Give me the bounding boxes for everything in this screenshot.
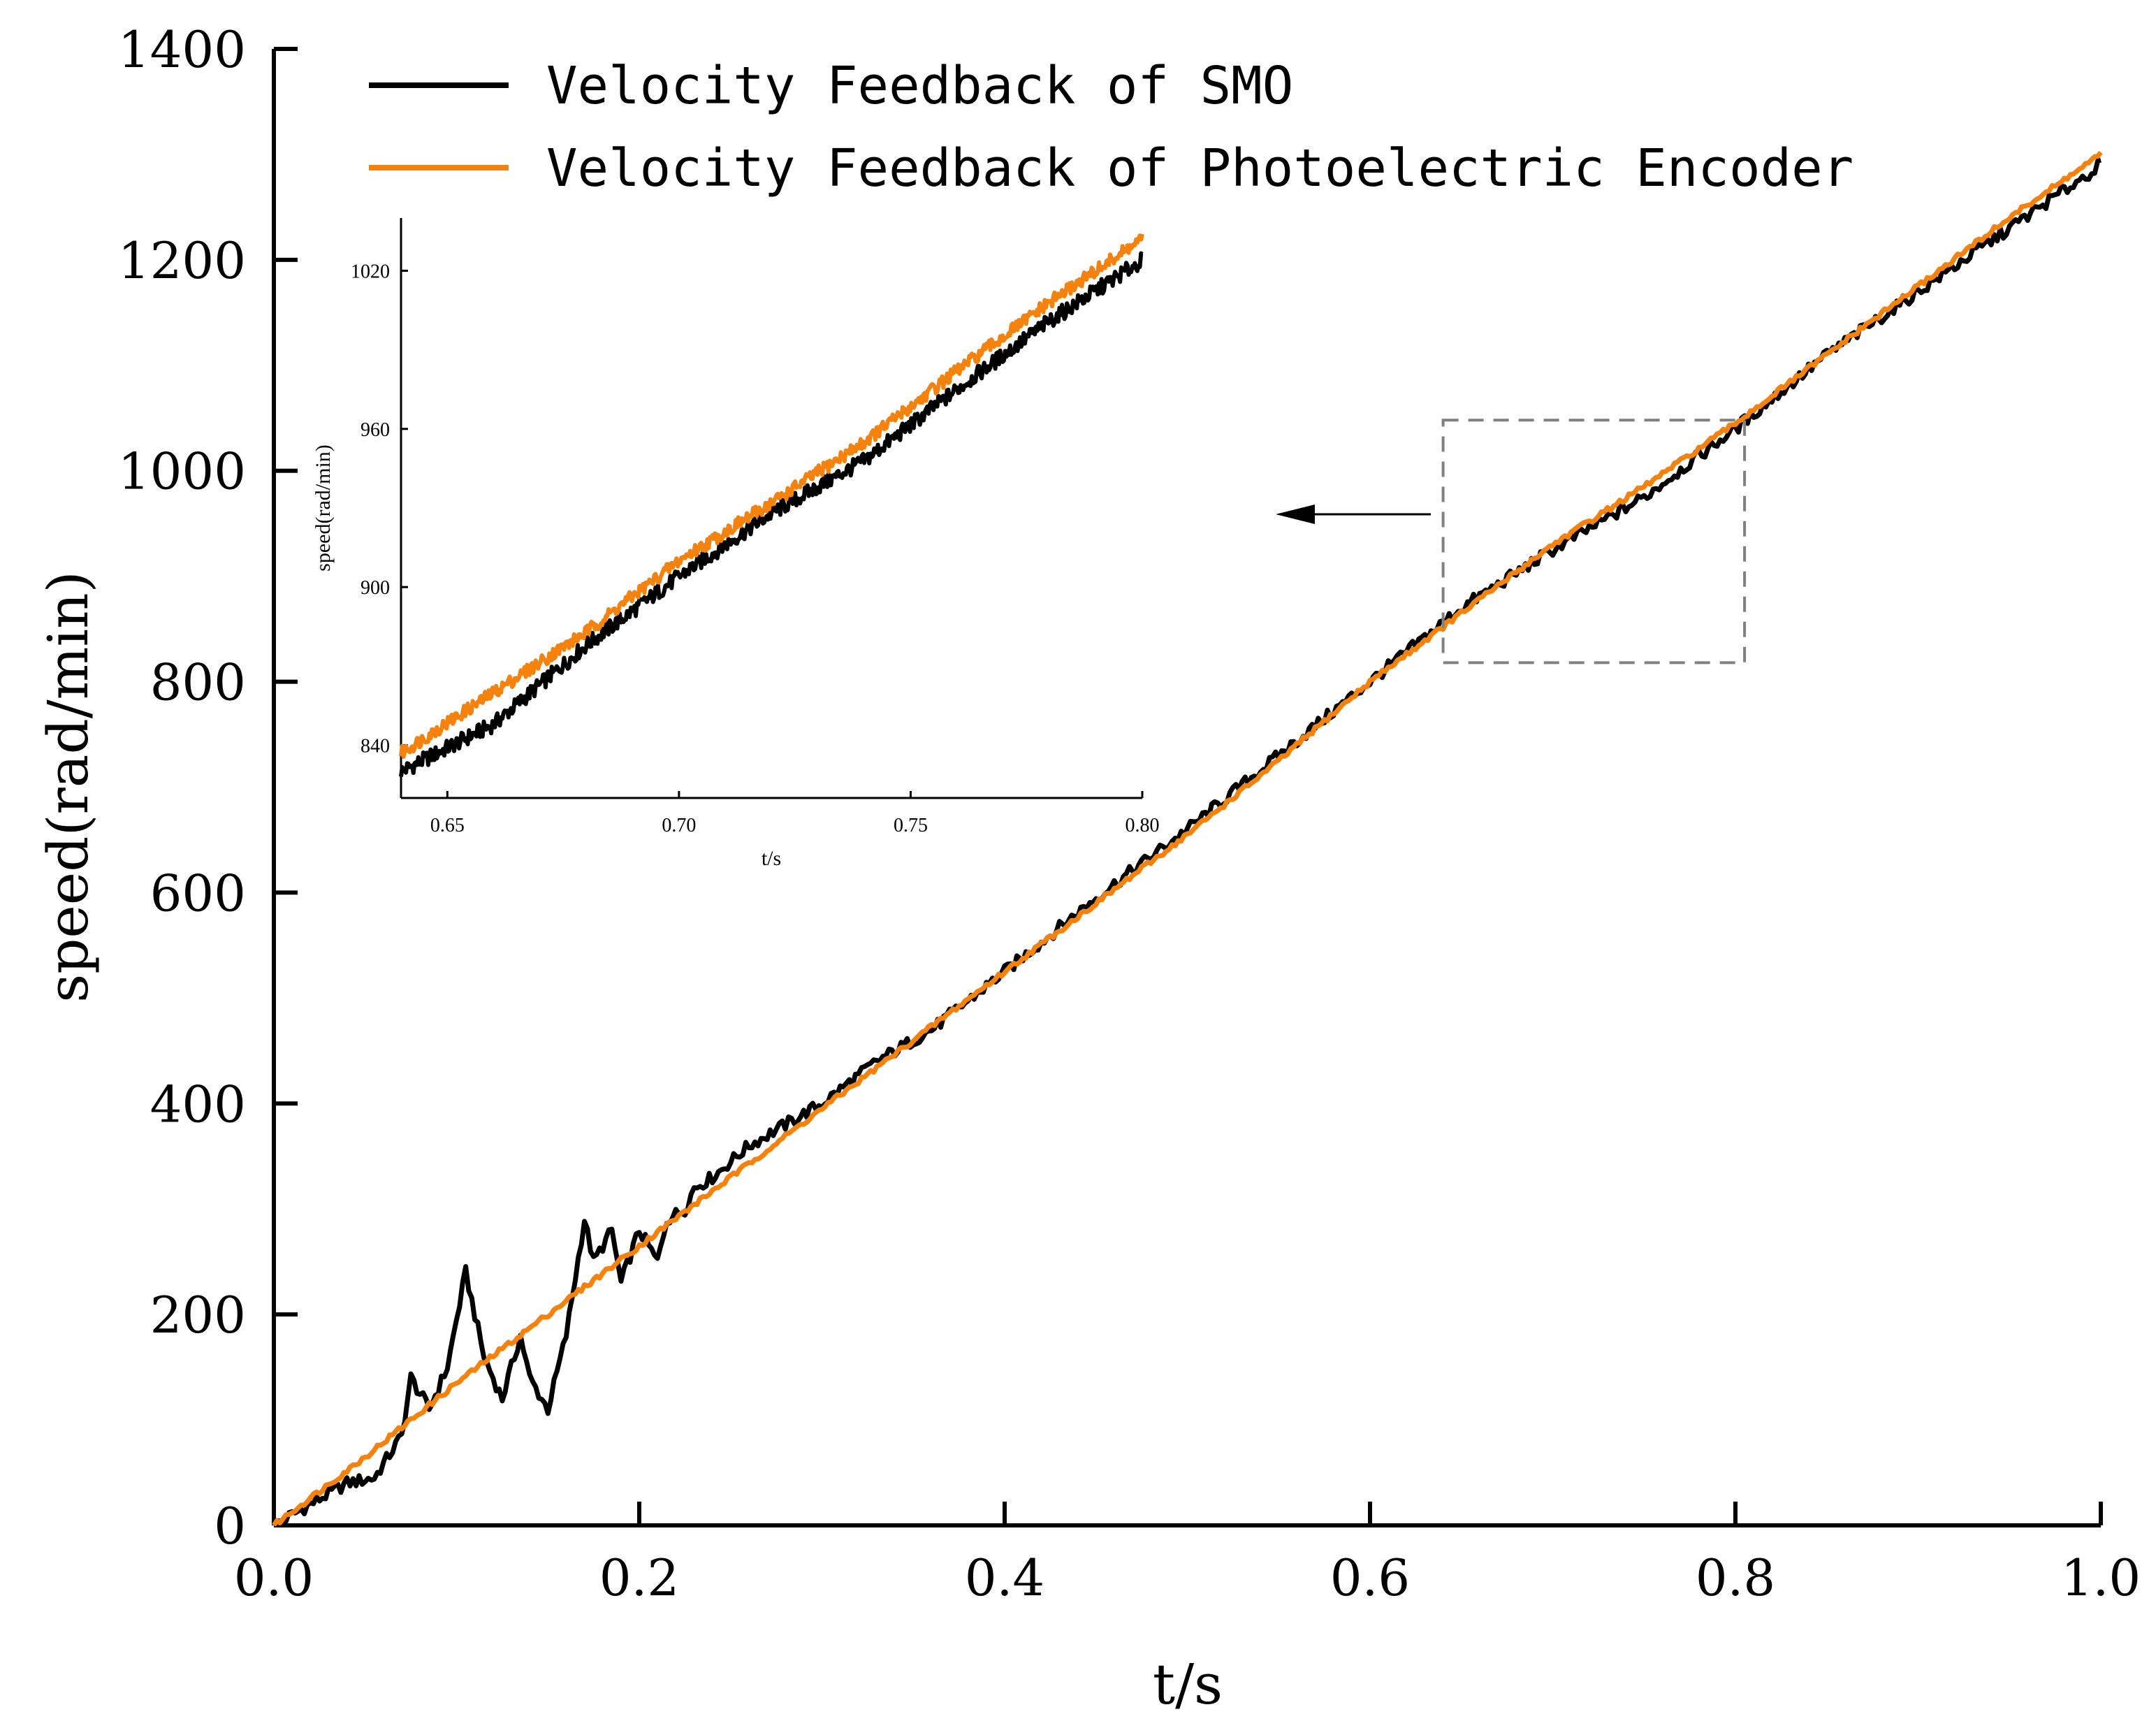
inset-y-tick-label: 960 (360, 419, 390, 441)
inset-x-ticks: 0.65 0.70 0.75 0.80 (430, 791, 1160, 836)
inset-plot: 0.65 0.70 0.75 0.80 840 900 960 1020 t/s speed… (312, 218, 1160, 870)
y-tick-label: 1200 (118, 231, 246, 290)
y-tick-label: 600 (150, 864, 246, 922)
inset-series-line-encoder (399, 233, 1144, 760)
y-tick-label: 0 (214, 1497, 246, 1555)
x-tick-label: 0.2 (599, 1548, 680, 1607)
x-tick-label: 0.0 (234, 1548, 314, 1607)
y-ticks: 0 200 400 600 800 1000 1200 1400 (118, 20, 298, 1555)
x-tick-label: 0.8 (1696, 1548, 1776, 1607)
x-tick-label: 0.4 (965, 1548, 1045, 1607)
inset-y-ticks: 840 900 960 1020 (351, 261, 408, 757)
zoom-arrow-head (1276, 504, 1315, 524)
series-group (272, 150, 2103, 1527)
inset-x-axis-label: t/s (762, 847, 781, 870)
inset-y-tick-label: 840 (360, 736, 390, 757)
zoom-box (1441, 419, 1747, 665)
inset-y-axis-label: speed(rad/min) (312, 444, 335, 572)
series-line-smo (272, 157, 2102, 1527)
x-tick-label: 1.0 (2061, 1548, 2141, 1607)
y-tick-label: 800 (150, 653, 246, 712)
inset-x-tick-label: 0.75 (894, 815, 928, 836)
main-plot: 0.0 0.2 0.4 0.6 0.8 1.0 0 200 400 600 800 1000 1200… (36, 20, 2141, 1717)
y-tick-label: 200 (150, 1286, 246, 1344)
inset-series-group (399, 233, 1144, 777)
x-tick-label: 0.6 (1330, 1548, 1411, 1607)
inset-y-tick-label: 900 (360, 577, 390, 599)
inset-x-tick-label: 0.65 (430, 815, 465, 836)
inset-x-tick-label: 0.80 (1126, 815, 1160, 836)
y-axis-label: speed(rad/min) (36, 571, 101, 1003)
x-ticks: 0.0 0.2 0.4 0.6 0.8 1.0 (234, 1502, 2141, 1607)
legend-label-smo: Velocity Feedback of SMO (546, 56, 1293, 116)
y-tick-label: 1400 (118, 20, 246, 79)
legend-label-encoder: Velocity Feedback of Photoelectric Encod… (546, 138, 1853, 198)
legend: Velocity Feedback of SMO Velocity Feedba… (369, 56, 1853, 198)
series-line-encoder (272, 150, 2103, 1527)
inset-series-line-smo (399, 251, 1144, 777)
inset-x-tick-label: 0.70 (662, 815, 696, 836)
y-tick-label: 1000 (118, 442, 246, 501)
y-tick-label: 400 (150, 1075, 246, 1133)
inset-y-tick-label: 1020 (351, 261, 390, 282)
x-axis-label: t/s (1153, 1652, 1223, 1717)
